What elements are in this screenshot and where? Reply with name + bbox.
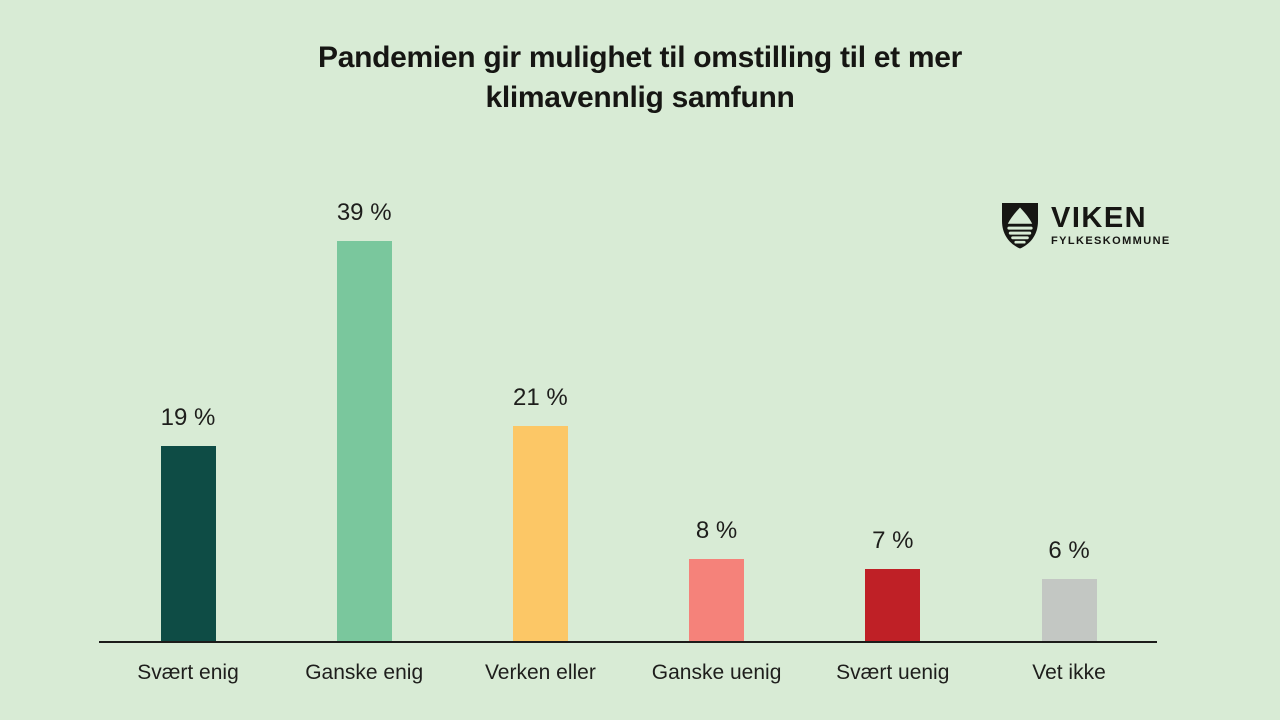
chart-title-line-2: klimavennlig samfunn — [485, 81, 795, 114]
category-label-verken-eller: Verken eller — [484, 661, 596, 684]
category-label-svaert-uenig: Svært uenig — [836, 661, 950, 684]
category-label-svaert-enig: Svært enig — [137, 661, 239, 684]
x-axis-line — [99, 641, 1157, 643]
viken-logo-subtitle: FYLKESKOMMUNE — [1051, 235, 1171, 247]
bar-group-verken-eller: 21 % — [480, 0, 600, 641]
value-label-svaert-enig: 19 % — [160, 404, 216, 431]
category-label-ganske-enig: Ganske enig — [305, 661, 424, 684]
bar-vet-ikke — [1041, 579, 1097, 641]
value-label-svaert-uenig: 7 % — [872, 527, 914, 554]
bar-group-svaert-enig: 19 % — [128, 0, 248, 641]
bar-group-ganske-enig: 39 % — [304, 0, 424, 641]
bar-ganske-enig — [336, 241, 392, 641]
chart-title-line-1: Pandemien gir mulighet til omstilling ti… — [317, 41, 963, 74]
chart-title: Pandemien gir mulighet til omstilling ti… — [0, 38, 1280, 118]
value-label-ganske-uenig: 8 % — [695, 517, 738, 544]
value-label-ganske-enig: 39 % — [336, 199, 392, 226]
bar-svaert-uenig — [865, 569, 921, 641]
bar-group-ganske-uenig: 8 % — [657, 0, 777, 641]
category-label-vet-ikke: Vet ikke — [1032, 661, 1106, 684]
bar-ganske-uenig — [689, 559, 745, 641]
viken-logo: VIKEN FYLKESKOMMUNE — [1000, 202, 1171, 250]
bar-group-svaert-uenig: 7 % — [833, 0, 953, 641]
bar-verken-eller — [512, 426, 568, 641]
viken-logo-name: VIKEN — [1051, 202, 1148, 234]
category-label-ganske-uenig: Ganske uenig — [651, 661, 782, 684]
value-label-verken-eller: 21 % — [513, 384, 568, 411]
bar-svaert-enig — [160, 446, 216, 641]
viken-logo-text: VIKEN FYLKESKOMMUNE — [1051, 202, 1171, 248]
viken-shield-icon — [1002, 203, 1038, 249]
bar-group-vet-ikke: 6 % — [1009, 0, 1129, 641]
value-label-vet-ikke: 6 % — [1048, 537, 1090, 564]
